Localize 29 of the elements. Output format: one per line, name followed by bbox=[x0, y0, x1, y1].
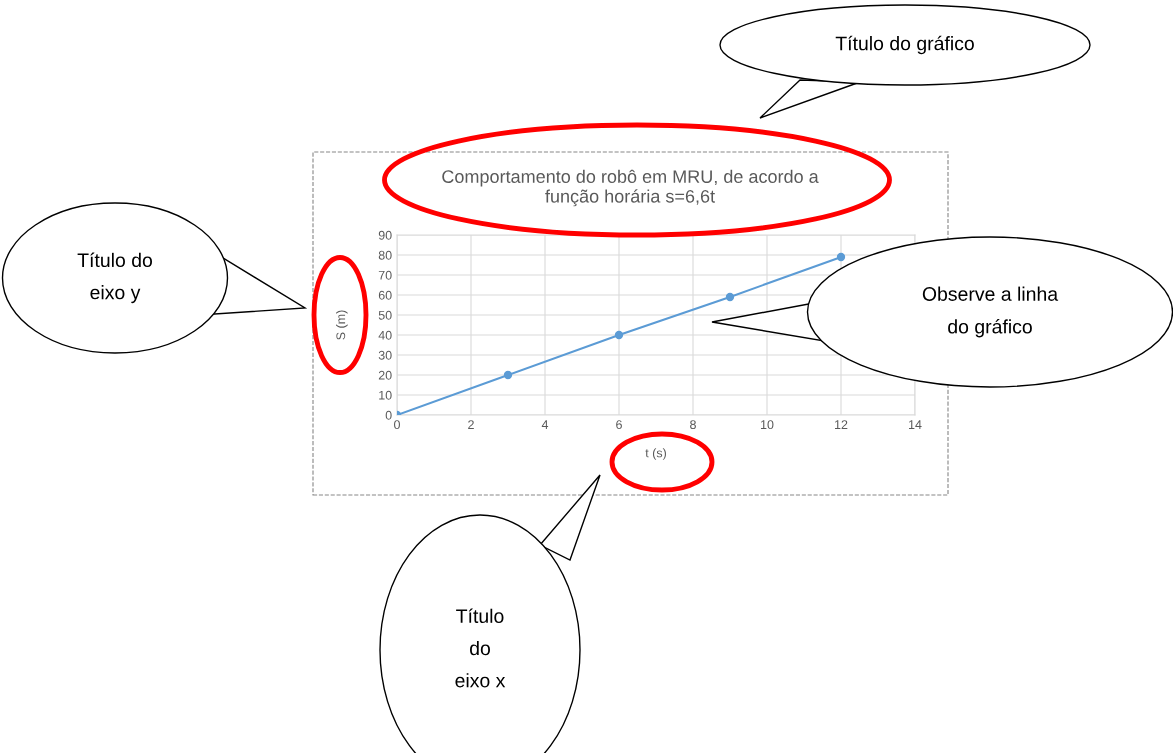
y-tick-label: 70 bbox=[378, 270, 392, 280]
y-tick-label: 50 bbox=[378, 310, 392, 320]
y-tick-label: 60 bbox=[378, 290, 392, 300]
x-tick-label: 12 bbox=[835, 420, 848, 429]
x-tick-label: 2 bbox=[468, 420, 474, 429]
text: Título do eixo y bbox=[77, 252, 153, 304]
x-tick-label: 10 bbox=[761, 420, 774, 430]
x-tick-label: 8 bbox=[690, 420, 696, 430]
x-tick-label: 14 bbox=[909, 420, 922, 429]
y-tick-label: 0 bbox=[385, 410, 392, 420]
y-tick-label: 40 bbox=[378, 330, 392, 340]
x-axis-title: t (s) bbox=[645, 448, 666, 460]
y-tick-label: 90 bbox=[378, 230, 392, 240]
y-axis-title: S (m) bbox=[336, 310, 348, 340]
chart-title: Comportamento do robô em MRU, de acordo a função horária s=6,6t bbox=[442, 169, 819, 207]
point bbox=[614, 330, 624, 340]
point bbox=[503, 370, 513, 380]
point bbox=[836, 252, 846, 262]
x-tick-label: 4 bbox=[541, 420, 549, 429]
y-tick-label: 10 bbox=[379, 390, 392, 400]
y-tick-label: 80 bbox=[378, 250, 392, 260]
text: Título do gráfico bbox=[835, 35, 974, 55]
y-tick-label: 30 bbox=[378, 350, 392, 360]
text: Observe a linha do gráfico bbox=[922, 286, 1059, 338]
point bbox=[725, 292, 735, 302]
x-tick-label: 0 bbox=[394, 420, 400, 430]
text: Título do eixo x bbox=[455, 608, 506, 688]
x-tick-label: 6 bbox=[616, 420, 622, 430]
y-tick-label: 20 bbox=[378, 370, 392, 380]
